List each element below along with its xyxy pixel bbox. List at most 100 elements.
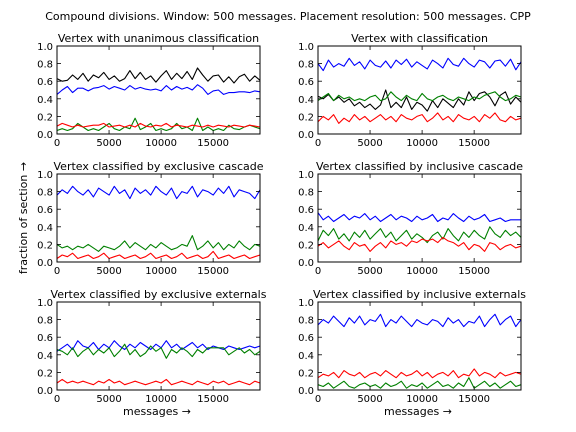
y-tick-label: 0.2 xyxy=(37,112,53,123)
y-tick-label: 0.0 xyxy=(37,386,53,397)
y-tick-label: 0.4 xyxy=(298,223,314,234)
x-tick-label: 5000 xyxy=(357,266,382,277)
y-tick-label: 0.6 xyxy=(298,333,314,344)
panel-title: Vertex with unanimous classification xyxy=(58,32,259,45)
x-tick-label: 5000 xyxy=(357,138,382,149)
y-tick-label: 1.0 xyxy=(37,42,53,53)
x-tick-label: 0 xyxy=(54,266,60,277)
x-tick-label: 10000 xyxy=(145,266,177,277)
series-line-blue xyxy=(317,57,522,72)
panel-2: 0.0 0.2 0.4 0.6 0.8 1.0 0 5000 10000 15000 Vertex … xyxy=(298,32,522,149)
series-line-green xyxy=(317,91,522,102)
y-tick-label: 0.2 xyxy=(37,240,53,251)
y-tick-label: 0.4 xyxy=(298,351,314,362)
x-tick-label: 0 xyxy=(54,138,60,149)
x-tick-label: 15000 xyxy=(197,266,229,277)
axes-frame xyxy=(317,173,522,263)
series-line-green xyxy=(317,377,522,389)
y-tick-label: 1.0 xyxy=(298,298,314,309)
series-line-red xyxy=(317,112,522,124)
x-tick-label: 10000 xyxy=(406,266,438,277)
x-tick-label: 0 xyxy=(54,394,60,405)
series-line-red xyxy=(56,378,261,386)
x-tick-label: 10000 xyxy=(406,138,438,149)
plot-area xyxy=(318,302,521,390)
panel-5: 0.0 0.2 0.4 0.6 0.8 1.0 0 5000 10000 15000 Vertex … xyxy=(37,288,267,405)
x-axis-label-left: messages → xyxy=(123,405,191,418)
y-tick-label: 0.8 xyxy=(298,60,314,71)
x-tick-label: 15000 xyxy=(458,394,490,405)
axes-frame xyxy=(317,45,522,135)
y-tick-label: 1.0 xyxy=(37,170,53,181)
x-tick-label: 15000 xyxy=(458,138,490,149)
series-line-black xyxy=(56,67,261,84)
panel-1: 0.0 0.2 0.4 0.6 0.8 1.0 0 5000 10000 15000 Vertex … xyxy=(37,32,261,149)
y-tick-label: 0.0 xyxy=(298,386,314,397)
series-line-green xyxy=(56,343,261,359)
x-tick-label: 0 xyxy=(315,138,321,149)
series-line-red xyxy=(56,250,261,260)
panels: 0.0 0.2 0.4 0.6 0.8 1.0 0 5000 10000 15000 Vertex … xyxy=(37,32,526,405)
series-line-green xyxy=(317,226,522,244)
x-tick-label: 0 xyxy=(315,394,321,405)
series-line-red xyxy=(317,236,522,252)
y-tick-label: 0.2 xyxy=(37,368,53,379)
y-tick-label: 0.8 xyxy=(298,316,314,327)
panel-title: Vertex classified by exclusive cascade xyxy=(54,160,264,173)
x-tick-label: 15000 xyxy=(197,138,229,149)
y-tick-label: 0.0 xyxy=(298,258,314,269)
y-tick-label: 0.8 xyxy=(37,60,53,71)
y-tick-label: 0.0 xyxy=(37,258,53,269)
axes-frame xyxy=(56,173,261,263)
y-tick-label: 0.0 xyxy=(298,130,314,141)
series-line-blue xyxy=(56,340,261,352)
x-tick-label: 10000 xyxy=(145,394,177,405)
x-tick-label: 5000 xyxy=(96,394,121,405)
panel-title: Vertex classified by inclusive cascade xyxy=(316,160,523,173)
series-line-green xyxy=(56,235,261,252)
y-tick-label: 1.0 xyxy=(298,42,314,53)
x-tick-label: 10000 xyxy=(145,138,177,149)
axes-frame xyxy=(317,301,522,391)
y-tick-label: 0.4 xyxy=(298,95,314,106)
plot-area xyxy=(318,46,521,134)
series-line-red xyxy=(56,122,261,128)
axes-frame xyxy=(56,45,261,135)
x-tick-label: 5000 xyxy=(96,266,121,277)
y-tick-label: 0.8 xyxy=(37,316,53,327)
y-tick-label: 0.2 xyxy=(298,240,314,251)
y-tick-label: 1.0 xyxy=(298,170,314,181)
y-tick-label: 1.0 xyxy=(37,298,53,309)
y-axis-label: fraction of section → xyxy=(17,162,30,274)
y-tick-label: 0.6 xyxy=(298,205,314,216)
panel-title: Vertex classified by inclusive externals xyxy=(313,288,526,301)
y-tick-label: 0.2 xyxy=(298,112,314,123)
figure-title: Compound divisions. Window: 500 messages… xyxy=(45,10,531,23)
panel-title: Vertex classified by exclusive externals xyxy=(51,288,267,301)
series-line-green xyxy=(56,117,261,132)
x-tick-label: 5000 xyxy=(357,394,382,405)
y-tick-label: 0.0 xyxy=(37,130,53,141)
x-tick-label: 15000 xyxy=(197,394,229,405)
y-tick-label: 0.4 xyxy=(37,223,53,234)
panel-title: Vertex with classification xyxy=(351,32,488,45)
panel-3: 0.0 0.2 0.4 0.6 0.8 1.0 0 5000 10000 15000 Vertex … xyxy=(37,160,264,277)
panel-6: 0.0 0.2 0.4 0.6 0.8 1.0 0 5000 10000 15000 Vertex … xyxy=(298,288,526,405)
y-tick-label: 0.6 xyxy=(37,333,53,344)
x-tick-label: 5000 xyxy=(96,138,121,149)
x-tick-label: 0 xyxy=(315,266,321,277)
y-tick-label: 0.4 xyxy=(37,351,53,362)
series-line-blue xyxy=(56,185,261,200)
series-line-blue xyxy=(317,212,521,223)
panel-4: 0.0 0.2 0.4 0.6 0.8 1.0 0 5000 10000 15000 Vertex … xyxy=(298,160,523,277)
axes-frame xyxy=(56,301,261,391)
y-tick-label: 0.4 xyxy=(37,95,53,106)
x-tick-label: 10000 xyxy=(406,394,438,405)
series-line-blue xyxy=(317,313,522,328)
x-axis-label-right: messages → xyxy=(384,405,452,418)
y-tick-label: 0.6 xyxy=(37,77,53,88)
series-line-blue xyxy=(56,84,261,95)
x-tick-label: 15000 xyxy=(458,266,490,277)
series-line-red xyxy=(317,368,522,379)
